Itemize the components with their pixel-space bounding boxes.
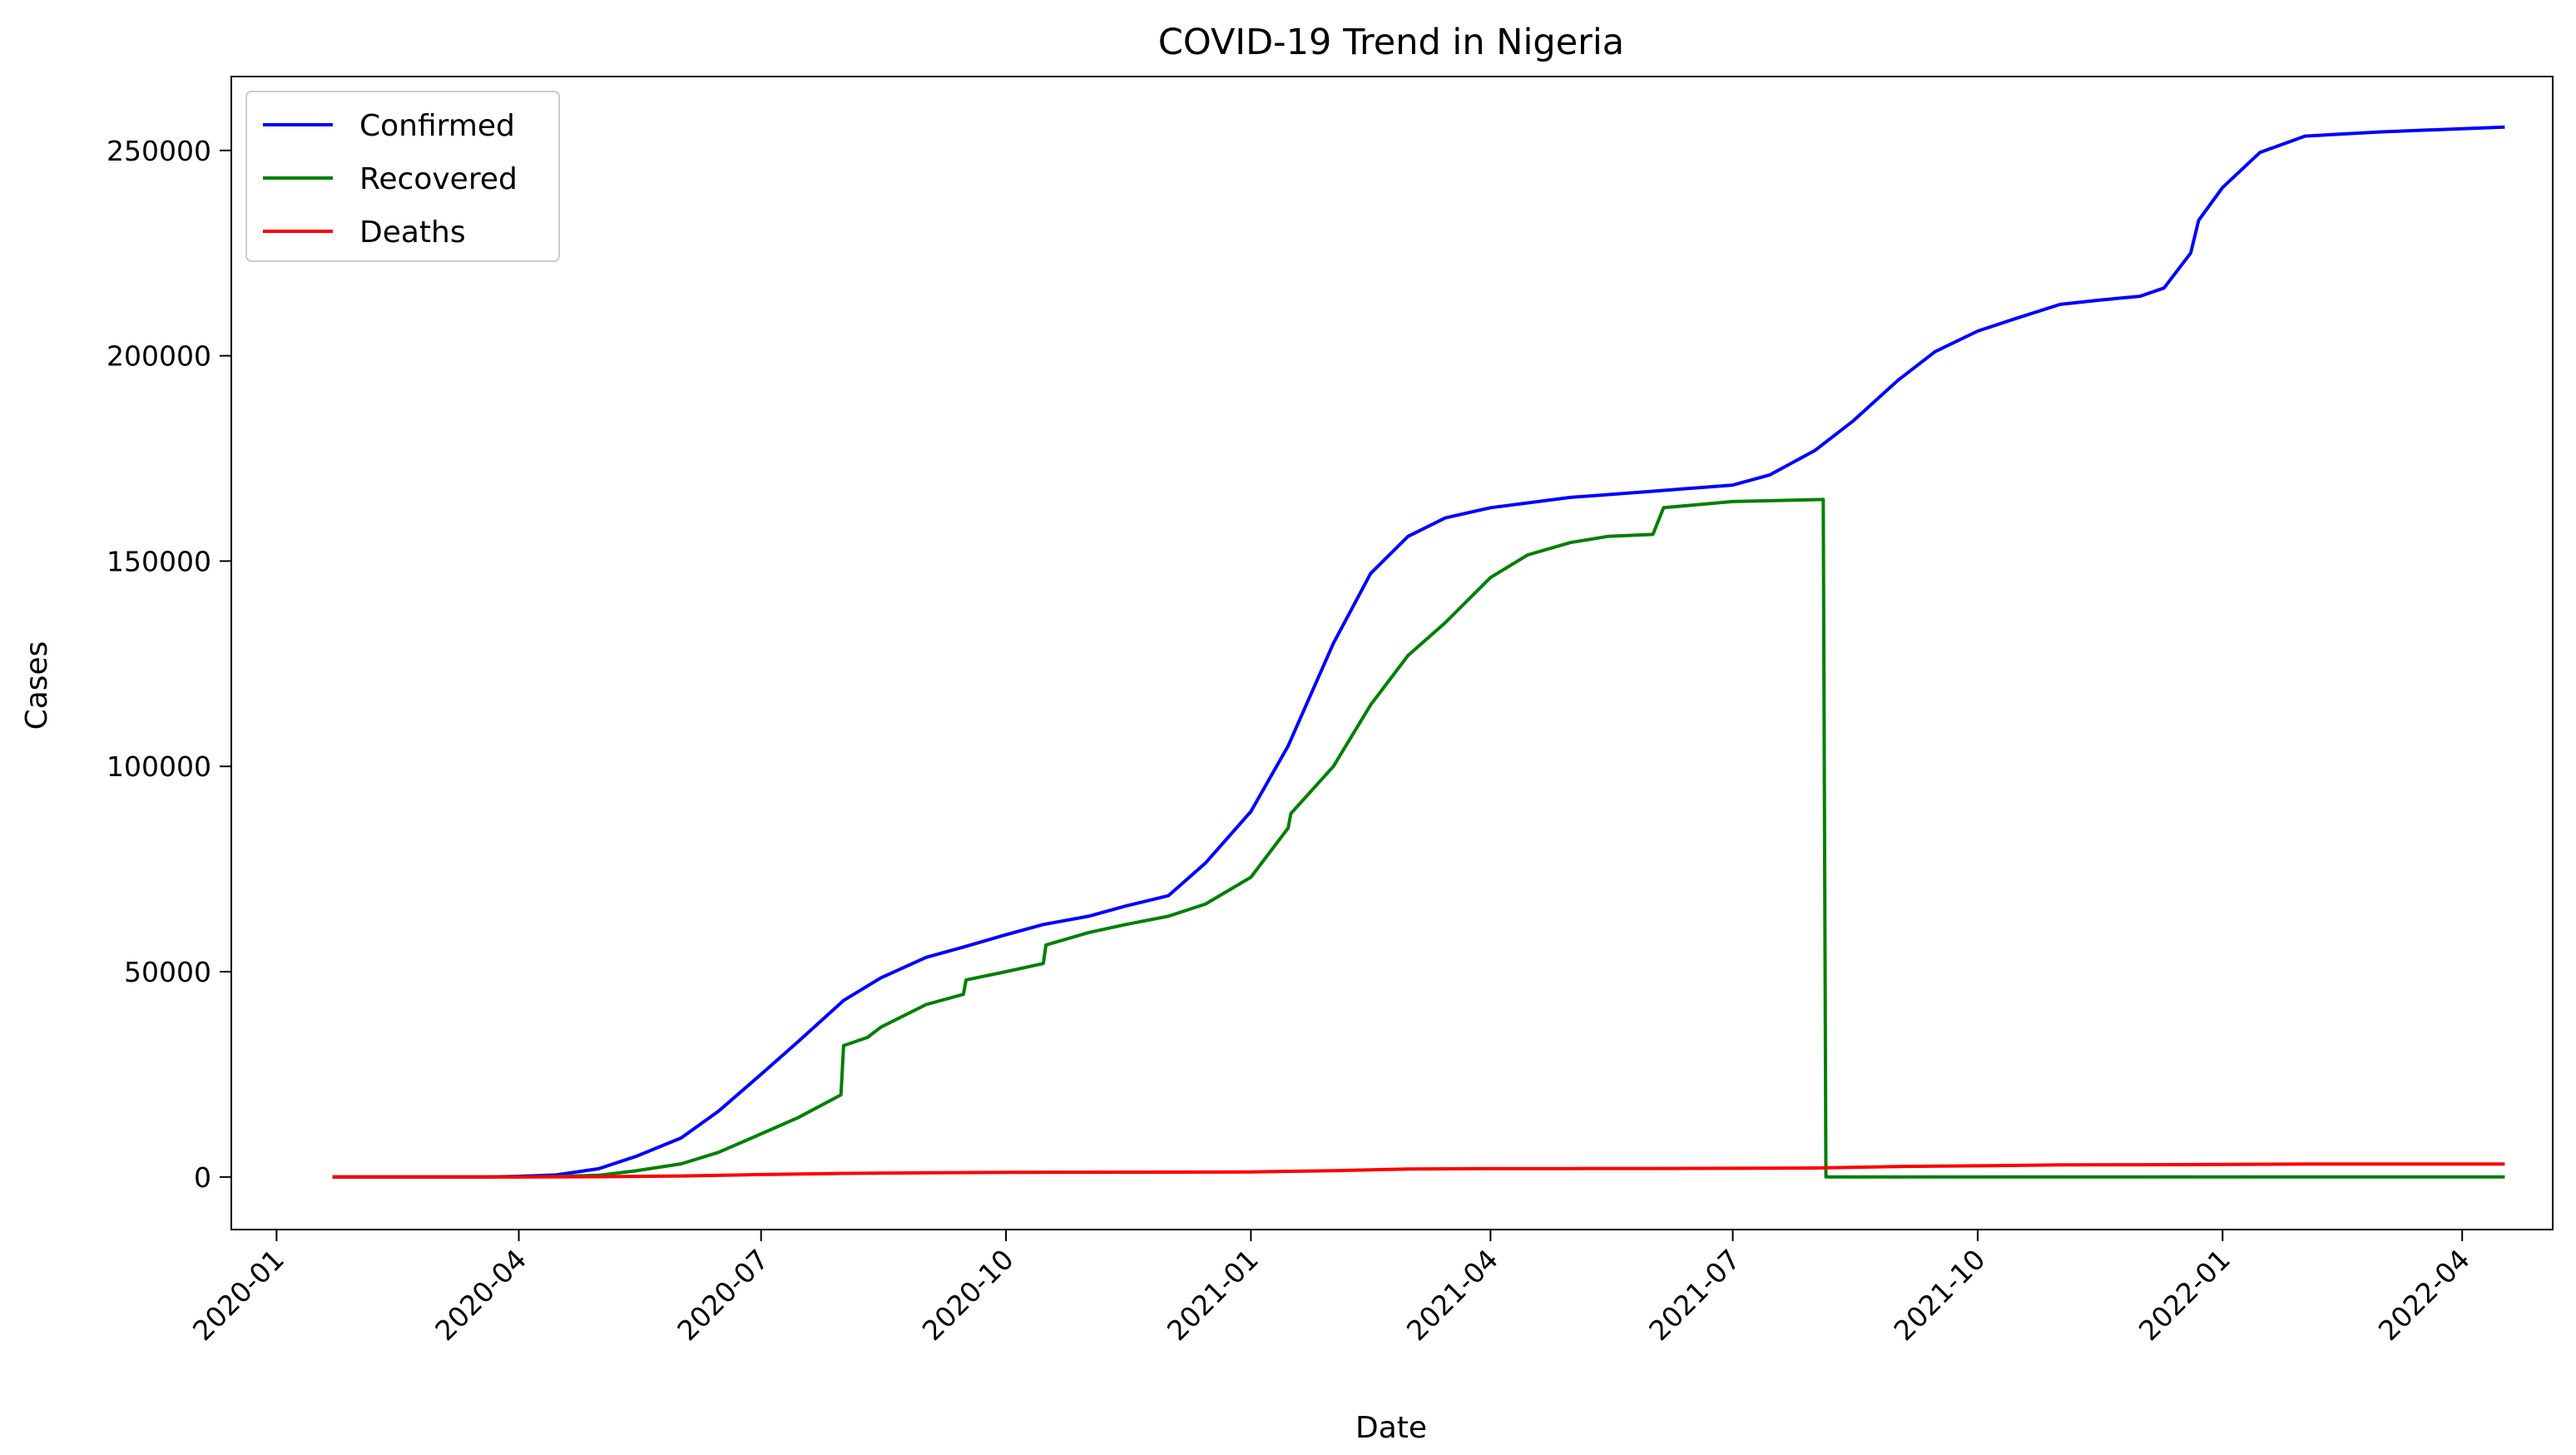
plot-frame — [230, 76, 2554, 1230]
x-axis-label: Date — [1355, 1411, 1427, 1445]
y-tick-label: 100000 — [107, 750, 211, 783]
y-tick-label: 150000 — [107, 545, 211, 577]
y-axis-label: Cases — [20, 641, 54, 730]
legend-label-deaths: Deaths — [359, 215, 466, 250]
legend-label-confirmed: Confirmed — [359, 109, 515, 143]
legend-box — [245, 91, 560, 262]
y-tick-label: 200000 — [107, 340, 211, 373]
series-line-deaths — [332, 1162, 2505, 1179]
y-tick-label: 250000 — [107, 135, 211, 167]
legend: Confirmed Recovered Deaths — [245, 91, 560, 262]
legend-label-recovered: Recovered — [359, 162, 518, 196]
y-tick-label: 0 — [194, 1161, 211, 1194]
chart-title: COVID-19 Trend in Nigeria — [1158, 22, 1624, 63]
series-line-recovered — [332, 497, 2505, 1179]
y-tick-label: 50000 — [124, 956, 211, 988]
series-line-confirmed — [332, 125, 2505, 1179]
